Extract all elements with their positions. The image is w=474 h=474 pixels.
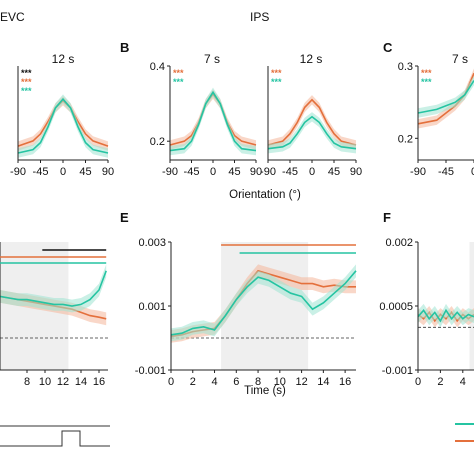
- x-tick-label: 12: [295, 376, 307, 388]
- x-tick-label: -90: [162, 166, 178, 178]
- y-tick-label: 0.2: [398, 133, 413, 145]
- error-band-0: [18, 96, 108, 151]
- x-tick-label: 45: [79, 166, 91, 178]
- series-line-1: [17, 97, 109, 154]
- chart-f-time: 0 2 4 0.002 0.0005 -0.001: [379, 237, 474, 388]
- x-tick-label: 8: [255, 376, 261, 388]
- star-marker: ***: [421, 68, 432, 78]
- star-marker: ***: [271, 68, 282, 78]
- title-ips: IPS: [250, 10, 269, 24]
- error-band-1: [418, 75, 474, 118]
- y-tick-label: 0.002: [385, 237, 413, 249]
- series-line-1: [0, 270, 107, 307]
- plots: -90 -45 0 45 90*********-90 -45 0 45 900.40.2***…: [0, 61, 474, 447]
- timeline: [0, 423, 474, 447]
- title-evc: EVC: [0, 10, 25, 24]
- x-tick-label: -45: [33, 166, 49, 178]
- chart-evc-12s: -90 -45 0 45 90*********: [10, 66, 114, 178]
- series-line-1: [169, 90, 257, 152]
- chart-c-7s: -90 -45 0 0.3 0.2 ******: [398, 61, 474, 178]
- y-tick-label: 0.3: [398, 61, 413, 73]
- error-band-0: [268, 95, 356, 150]
- x-tick-label: 12: [57, 376, 69, 388]
- series-line-0: [267, 98, 357, 146]
- x-tick-label: 0: [60, 166, 66, 178]
- y-tick-label: 0.001: [138, 301, 166, 313]
- chart-ips-time: 0 2 4 6 8 10 12 14 16 0.003 0.001 -0.001: [135, 237, 357, 388]
- star-marker: ***: [271, 77, 282, 87]
- series-line-1: [170, 270, 357, 336]
- y-tick-label: 0.003: [138, 237, 166, 249]
- x-tick-label: 16: [93, 376, 105, 388]
- star-marker: ***: [173, 68, 184, 78]
- x-tick-label: 0: [210, 166, 216, 178]
- chart-evc-time: 8 10 12 14 16: [0, 242, 108, 388]
- error-band-1: [418, 303, 474, 328]
- x-tick-label: 90: [102, 166, 114, 178]
- x-tick-label: 16: [339, 376, 351, 388]
- series-line-1: [417, 80, 474, 114]
- y-tick-label: 0.4: [150, 61, 165, 73]
- y-tick-label: -0.001: [135, 365, 166, 377]
- x-tick-label: 2: [190, 376, 196, 388]
- x-tick-label: 6: [233, 376, 239, 388]
- x-tick-label: 0: [471, 166, 474, 178]
- x-tick-label: 90: [250, 166, 262, 178]
- shaded-epoch: [469, 242, 474, 370]
- x-tick-label: -45: [184, 166, 200, 178]
- title-ips-7s: 7 s: [204, 52, 220, 66]
- x-tick-label: 14: [317, 376, 329, 388]
- title-evc-12s: 12 s: [52, 52, 75, 66]
- error-band-0: [170, 89, 256, 150]
- x-tick-label: 0: [168, 376, 174, 388]
- y-tick-label: 0.2: [150, 136, 165, 148]
- panel-label-e: E: [120, 210, 129, 225]
- y-tick-label: -0.001: [382, 365, 413, 377]
- x-tick-label: -45: [438, 166, 454, 178]
- y-tick-label: 0.0005: [379, 301, 413, 313]
- x-tick-label: 45: [228, 166, 240, 178]
- x-tick-label: 10: [274, 376, 286, 388]
- star-marker: ***: [21, 68, 32, 78]
- title-ips-12s: 12 s: [300, 52, 323, 66]
- chart-ips-12s: -90 -45 0 45 90 ******: [260, 66, 362, 178]
- x-tick-label: -90: [410, 166, 426, 178]
- x-axis-label-orientation: Orientation (°): [229, 189, 301, 201]
- title-c-7s: 7 s: [452, 52, 468, 66]
- x-tick-label: 0: [415, 376, 421, 388]
- x-tick-label: 14: [75, 376, 87, 388]
- panel-label-f: F: [383, 210, 391, 225]
- panel-label-b: B: [120, 40, 129, 55]
- star-marker: ***: [173, 77, 184, 87]
- series-line-1: [267, 115, 357, 150]
- series-line-1: [417, 308, 474, 323]
- x-tick-label: 8: [24, 376, 30, 388]
- panel-label-c: C: [383, 40, 393, 55]
- x-tick-label: 90: [350, 166, 362, 178]
- error-band-1: [171, 264, 356, 342]
- x-tick-label: 10: [39, 376, 51, 388]
- chart-ips-7s: -90 -45 0 45 90 0.4 0.2 ******: [150, 61, 262, 178]
- error-band-1: [170, 87, 256, 156]
- x-tick-label: -90: [10, 166, 26, 178]
- x-tick-label: 4: [211, 376, 217, 388]
- star-marker: ***: [421, 77, 432, 87]
- star-marker: ***: [21, 77, 32, 87]
- x-tick-label: 4: [460, 376, 466, 388]
- x-tick-label: 45: [328, 166, 340, 178]
- star-marker: ***: [21, 86, 32, 96]
- x-tick-label: 2: [437, 376, 443, 388]
- x-tick-label: -90: [260, 166, 276, 178]
- x-tick-label: -45: [282, 166, 298, 178]
- x-axis-label-time: Time (s): [244, 385, 286, 397]
- timeline-trace: [0, 430, 110, 447]
- x-tick-label: 0: [309, 166, 315, 178]
